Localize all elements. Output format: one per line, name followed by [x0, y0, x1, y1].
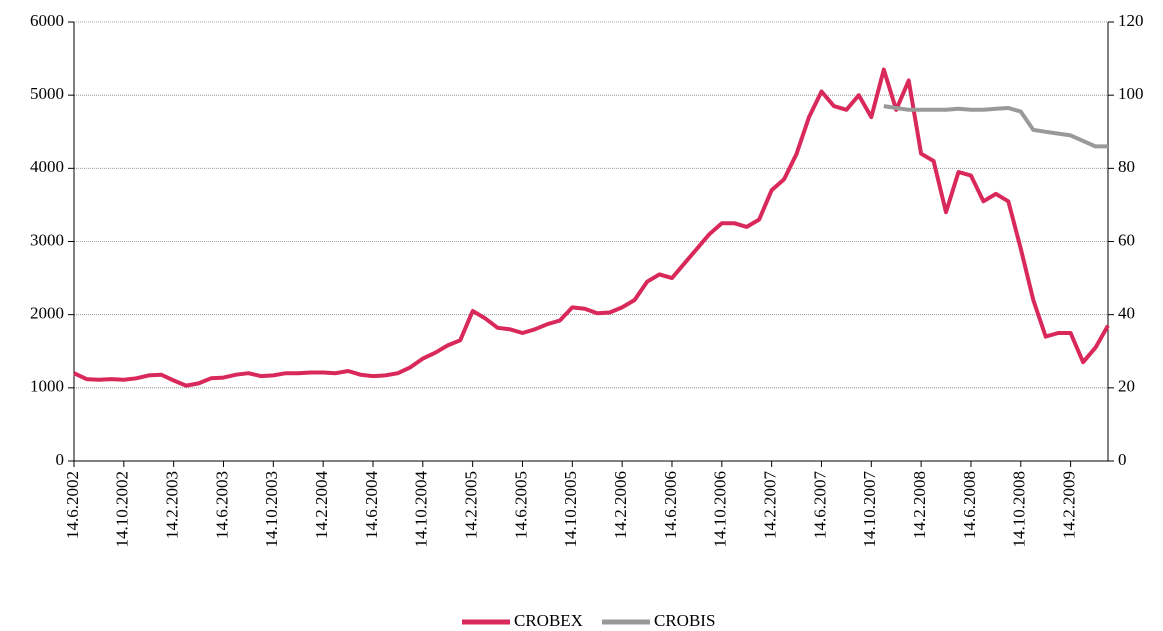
y-tick-label: 1000	[30, 377, 64, 396]
series-line	[883, 104, 1108, 149]
y-tick-label: 5000	[30, 84, 64, 103]
x-tick-label: 14.2.2003	[163, 471, 182, 539]
x-tick-label: 14.10.2008	[1010, 471, 1029, 548]
legend-label: CROBEX	[514, 611, 583, 630]
x-tick-label: 14.10.2003	[262, 471, 281, 548]
series-line	[73, 67, 1110, 388]
x-tick-label: 14.10.2007	[860, 471, 879, 548]
x-tick-label: 14.2.2006	[611, 471, 630, 539]
x-tick-label: 14.10.2002	[113, 471, 132, 548]
x-tick-label: 14.6.2008	[960, 471, 979, 539]
y-tick-label: 3000	[30, 230, 64, 249]
y-tick-label: 6000	[30, 11, 64, 30]
y2-tick-label: 0	[1118, 450, 1127, 469]
x-tick-label: 14.6.2006	[661, 471, 680, 539]
x-tick-label: 14.2.2005	[462, 471, 481, 539]
x-tick-label: 14.2.2008	[910, 471, 929, 539]
y-tick-label: 4000	[30, 157, 64, 176]
y2-tick-label: 100	[1118, 84, 1144, 103]
x-tick-label: 14.6.2003	[212, 471, 231, 539]
x-tick-label: 14.6.2004	[362, 471, 381, 540]
x-tick-label: 14.10.2006	[711, 471, 730, 548]
y-tick-label: 0	[56, 450, 65, 469]
x-tick-label: 14.2.2004	[312, 471, 331, 540]
x-tick-label: 14.10.2004	[412, 471, 431, 548]
x-tick-label: 14.6.2005	[511, 471, 530, 539]
y2-tick-label: 80	[1118, 157, 1135, 176]
x-tick-label: 14.6.2002	[63, 471, 82, 539]
y-tick-label: 2000	[30, 304, 64, 323]
y2-tick-label: 120	[1118, 11, 1144, 30]
y2-tick-label: 20	[1118, 377, 1135, 396]
y2-tick-label: 60	[1118, 230, 1135, 249]
y2-tick-label: 40	[1118, 304, 1135, 323]
x-tick-label: 14.2.2009	[1060, 471, 1079, 539]
x-tick-label: 14.6.2007	[810, 471, 829, 540]
x-tick-label: 14.10.2005	[561, 471, 580, 548]
x-tick-label: 14.2.2007	[761, 471, 780, 540]
legend-label: CROBIS	[654, 611, 715, 630]
